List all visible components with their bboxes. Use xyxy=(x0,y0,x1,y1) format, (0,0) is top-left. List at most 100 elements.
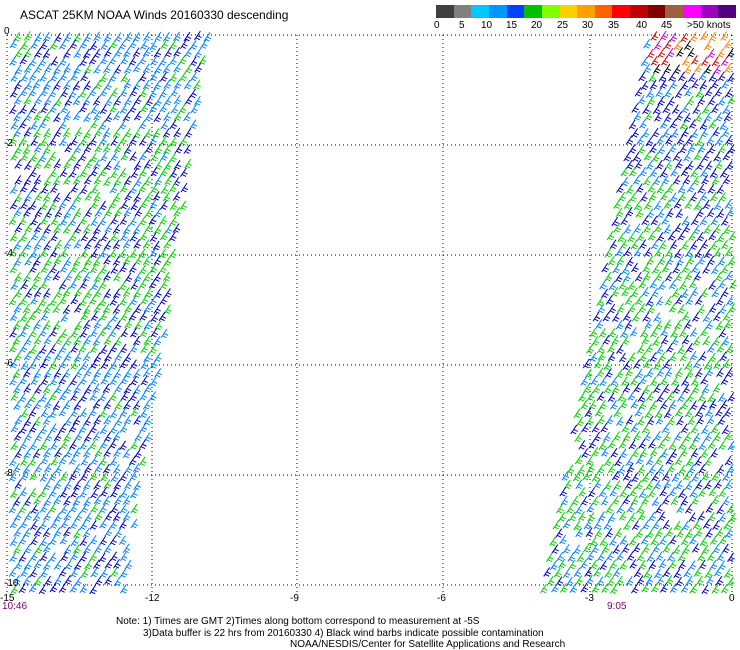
wind-barb xyxy=(113,447,121,457)
wind-barb xyxy=(638,439,646,449)
wind-barb xyxy=(184,63,193,74)
wind-barb xyxy=(599,560,608,570)
wind-barb xyxy=(110,503,118,514)
wind-barb xyxy=(636,575,645,585)
wind-barb xyxy=(80,568,89,578)
wind-barb xyxy=(681,127,689,137)
wind-barb xyxy=(646,552,655,562)
wind-barb xyxy=(634,87,643,97)
wind-barb xyxy=(24,398,32,409)
wind-barb xyxy=(623,520,631,531)
wind-barb xyxy=(12,496,21,506)
wind-barb xyxy=(18,552,27,562)
wind-barb xyxy=(129,248,138,259)
wind-barb xyxy=(98,327,107,337)
wind-barb xyxy=(681,334,690,345)
wind-barb xyxy=(723,407,732,417)
wind-barb xyxy=(658,535,667,546)
wind-barb xyxy=(124,559,133,570)
wind-barb xyxy=(704,456,712,466)
wind-barb xyxy=(645,160,654,170)
wind-barb xyxy=(715,575,724,586)
wind-barb xyxy=(50,215,59,226)
wind-barb xyxy=(30,120,38,130)
wind-barb xyxy=(64,560,73,570)
wind-barb xyxy=(43,334,52,345)
wind-barb xyxy=(72,415,81,425)
wind-barb xyxy=(39,358,48,369)
wind-barb xyxy=(128,311,137,321)
wind-barb xyxy=(650,215,659,226)
wind-barb xyxy=(663,224,672,234)
wind-barb xyxy=(628,119,637,130)
wind-barb xyxy=(14,272,22,282)
wind-barb xyxy=(33,287,42,297)
wind-barb xyxy=(550,560,558,570)
wind-barb xyxy=(49,423,58,433)
legend-label-35: 35 xyxy=(608,20,620,31)
wind-barb xyxy=(703,224,711,234)
wind-barb xyxy=(34,304,42,314)
wind-barb xyxy=(716,551,725,562)
wind-barb xyxy=(30,375,39,385)
wind-barb xyxy=(98,391,107,402)
wind-barb xyxy=(72,80,81,91)
wind-barb xyxy=(43,496,52,506)
wind-barb xyxy=(589,536,598,547)
wind-barb xyxy=(659,399,668,410)
wind-barb xyxy=(123,47,131,57)
wind-barb xyxy=(59,71,68,81)
wind-barb xyxy=(68,470,77,481)
wind-barb xyxy=(620,215,629,226)
wind-barb xyxy=(607,392,616,402)
wind-barb xyxy=(172,223,181,233)
wind-barb xyxy=(63,208,72,219)
wind-barb xyxy=(623,199,632,210)
wind-barb xyxy=(707,255,715,266)
wind-barb xyxy=(713,566,722,577)
wind-barb xyxy=(73,303,82,313)
wind-barb xyxy=(99,104,108,115)
wind-barb xyxy=(678,559,686,570)
wind-barb xyxy=(119,440,127,451)
wind-barb xyxy=(179,71,188,82)
wind-barb xyxy=(606,576,615,587)
pass-time-left: 10:46 xyxy=(2,601,28,612)
wind-barb xyxy=(144,143,153,154)
legend-swatch xyxy=(453,5,472,18)
wind-barb xyxy=(670,328,678,338)
wind-barb xyxy=(39,568,48,578)
wind-barb xyxy=(122,495,131,505)
wind-barb xyxy=(70,536,79,547)
wind-barb xyxy=(622,431,631,441)
wind-barb xyxy=(654,247,662,257)
wind-barb xyxy=(578,392,586,402)
wind-barb xyxy=(20,360,28,371)
wind-barb xyxy=(714,271,723,282)
wind-barb xyxy=(694,407,703,418)
wind-barb xyxy=(615,207,624,218)
wind-barb xyxy=(638,559,647,570)
wind-barb xyxy=(13,574,21,585)
wind-barb xyxy=(711,494,719,505)
wind-barb xyxy=(582,543,591,553)
wind-barb xyxy=(681,311,690,321)
wind-barb xyxy=(92,399,101,409)
wind-barb xyxy=(559,534,567,545)
wind-barb xyxy=(84,255,93,266)
wind-barb xyxy=(138,456,147,466)
wind-barb xyxy=(625,456,634,467)
wind-barb xyxy=(143,31,151,42)
wind-barb xyxy=(694,456,702,466)
wind-barb xyxy=(619,535,628,545)
wind-barb xyxy=(679,351,688,362)
wind-barb xyxy=(628,303,636,313)
wind-barb xyxy=(708,486,717,497)
wind-barb xyxy=(604,247,613,258)
wind-barb xyxy=(657,96,665,106)
legend-swatch xyxy=(647,5,666,18)
wind-barb xyxy=(592,311,601,322)
wind-barb xyxy=(688,512,697,522)
wind-barb xyxy=(149,263,158,273)
wind-barb xyxy=(726,207,734,217)
